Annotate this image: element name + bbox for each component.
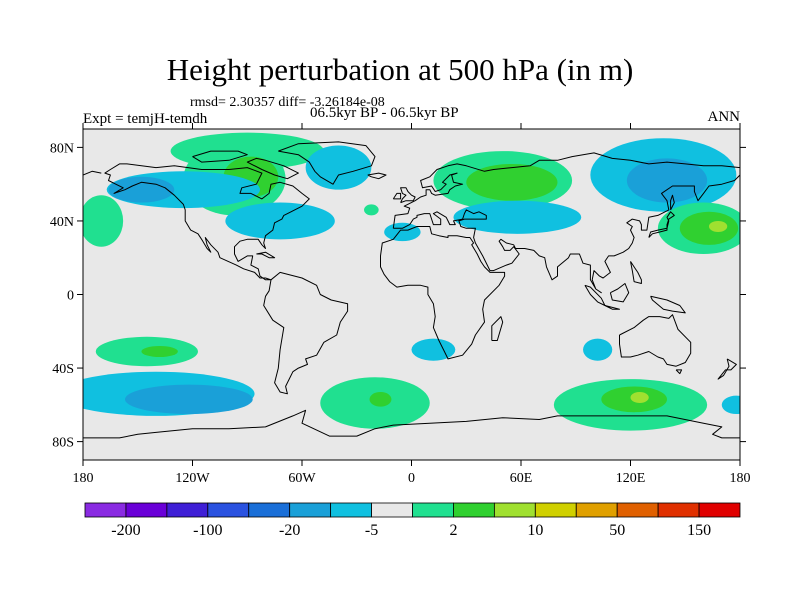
coastline [393,174,740,294]
lat-tick-label: 80S [52,436,74,451]
field-contour-positive_strong [708,220,728,232]
colorbar-box [166,502,209,518]
field-contour-negative_mid [124,384,253,415]
colorbar-box [412,502,454,518]
field-contour-positive_mid [141,345,178,358]
field-contour-positive_mid [679,211,739,245]
coastline [609,283,630,303]
longitude-axis: 180 120W 60W 0 60E 120E 180 [73,123,751,486]
coastline [400,187,416,204]
coastline-layer [83,141,740,439]
coastline [256,251,276,259]
coastline [367,172,387,180]
colorbar-box [493,502,536,518]
field-contour-positive_mid [466,163,558,201]
coastline [392,192,402,200]
colorbar-label: 50 [609,522,625,539]
chart-title: Height perturbation at 500 hPa (in m) [166,52,634,87]
coastline [650,295,686,314]
coastline [604,305,620,310]
coastline [619,314,692,367]
colorbar-box [84,502,127,518]
lon-tick-label: 180 [730,471,751,486]
coastline [392,152,740,229]
colorbar-box [330,502,372,518]
lon-tick-label: 0 [408,471,415,486]
lat-tick-label: 0 [67,289,74,304]
field-contour-positive_light [364,204,379,216]
experiment-label: Expt = temjH-temdh [83,111,208,127]
coastline [192,150,248,163]
coastline [278,141,376,185]
colorbar-label: 10 [527,522,543,539]
colorbar-label: 2 [449,522,457,539]
colorbar-box [207,502,250,518]
lat-tick-label: 80N [50,141,74,156]
coastline [83,409,740,439]
field-contour-negative_mid [626,158,708,203]
field-contour-negative_light [583,338,613,361]
lon-tick-label: 180 [73,471,94,486]
colorbar-box [616,502,659,518]
colorbar-label: -200 [111,522,140,539]
latitude-axis: 80N 40N 0 40S 80S [50,141,746,451]
colorbar-box [125,502,168,518]
field-contour-positive_mid [369,391,392,407]
coastline [380,226,506,360]
colorbar-box [575,502,618,518]
field-contour-positive_light [83,195,124,247]
season-label: ANN [707,109,741,125]
field-layer [83,132,740,431]
coastline [263,271,349,395]
colorbar-box [248,502,291,518]
period-label: 06.5kyr BP - 06.5kyr BP [310,105,459,121]
colorbar-box [698,502,741,518]
field-contour-negative_light [305,145,372,190]
coastline [83,170,102,176]
coastline [717,358,737,380]
colorbar-label: -100 [193,522,222,539]
subtitle-stats: rmsd= 2.30357 diff= -3.26184e-08 [190,95,385,110]
coastline [104,163,310,281]
coastline [670,194,675,211]
lon-tick-label: 60E [510,471,533,486]
lon-tick-label: 120E [616,471,646,486]
colorbar-label: -20 [279,522,300,539]
colorbar-label: 150 [687,522,711,539]
lon-tick-label: 60W [288,471,316,486]
colorbar-box [534,502,577,518]
coastline [630,261,642,284]
coastline [246,157,299,180]
lon-tick-label: 120W [175,471,210,486]
field-contour-negative_light [225,202,335,240]
lat-tick-label: 40S [52,362,74,377]
field-contour-positive_strong [630,391,649,403]
colorbar-box [371,502,413,518]
colorbar-label: -5 [365,522,378,539]
field-contour-negative_light [453,200,582,234]
field-contour-negative_mid [108,176,175,203]
field-contour-negative_light [384,222,421,242]
colorbar-box [657,502,700,518]
coastline [675,369,683,375]
coastline [648,211,675,238]
field-contour-negative_light [411,338,456,361]
colorbar-box [289,502,332,518]
colorbar: -200 -100 -20 -5 2 10 50 150 [84,502,741,539]
lat-tick-label: 40N [50,215,74,230]
colorbar-box [453,502,495,518]
field-contour-negative_light [721,395,740,415]
coastline [491,316,504,341]
